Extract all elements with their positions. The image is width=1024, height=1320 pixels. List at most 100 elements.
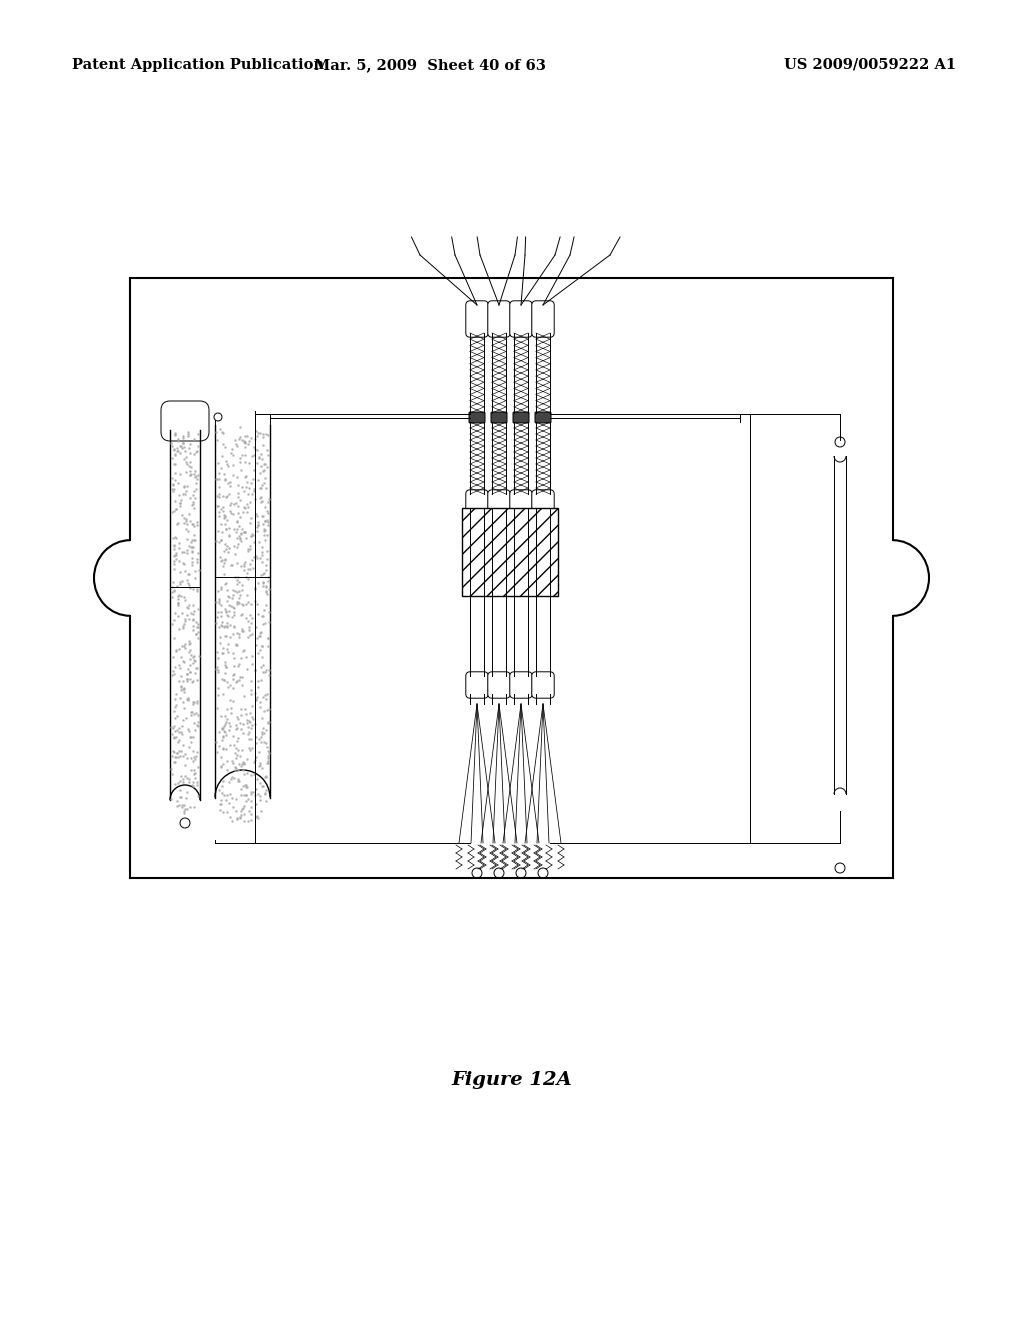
- Point: [221, 792, 238, 813]
- Point: [223, 587, 240, 609]
- Point: [225, 602, 242, 623]
- Point: [227, 581, 244, 602]
- Point: [186, 524, 203, 545]
- Point: [259, 425, 275, 446]
- Point: [184, 610, 201, 631]
- Point: [164, 614, 180, 635]
- Point: [208, 422, 224, 444]
- Point: [217, 572, 233, 593]
- Point: [253, 756, 269, 777]
- Point: [221, 807, 238, 828]
- Point: [253, 726, 269, 747]
- Point: [219, 615, 236, 636]
- Point: [174, 735, 190, 756]
- Point: [181, 536, 198, 557]
- Point: [248, 545, 264, 566]
- FancyBboxPatch shape: [531, 301, 554, 337]
- Point: [165, 647, 181, 668]
- Point: [176, 651, 193, 672]
- Point: [208, 612, 224, 634]
- Point: [167, 445, 183, 466]
- Point: [221, 537, 238, 558]
- Point: [247, 682, 263, 704]
- Point: [175, 483, 191, 504]
- Point: [219, 510, 236, 531]
- Point: [166, 479, 182, 500]
- Point: [249, 520, 265, 541]
- Point: [169, 441, 185, 462]
- Point: [234, 620, 251, 642]
- Point: [219, 616, 236, 638]
- Point: [168, 544, 184, 565]
- Point: [209, 742, 225, 763]
- Point: [232, 605, 249, 626]
- Point: [251, 446, 267, 467]
- Point: [186, 529, 203, 550]
- Point: [220, 719, 237, 741]
- Point: [171, 585, 187, 606]
- Point: [171, 729, 187, 750]
- Point: [221, 594, 238, 615]
- Point: [236, 760, 252, 781]
- Point: [210, 601, 226, 622]
- Point: [179, 528, 196, 549]
- Point: [208, 731, 224, 752]
- Point: [210, 453, 226, 474]
- Point: [255, 686, 271, 708]
- Point: [181, 797, 198, 818]
- Point: [182, 668, 199, 689]
- Point: [236, 556, 252, 577]
- Point: [178, 669, 195, 690]
- Point: [233, 445, 250, 466]
- Point: [184, 741, 201, 762]
- Point: [258, 576, 274, 597]
- Point: [169, 731, 185, 752]
- Point: [225, 445, 242, 466]
- Point: [179, 689, 196, 710]
- Point: [244, 696, 260, 717]
- Point: [236, 521, 252, 543]
- Point: [229, 706, 246, 727]
- Point: [176, 678, 193, 700]
- Point: [190, 560, 207, 581]
- Point: [218, 601, 234, 622]
- Point: [234, 502, 251, 523]
- Point: [164, 467, 180, 488]
- Point: [246, 546, 262, 568]
- Point: [239, 762, 255, 783]
- Point: [178, 480, 195, 502]
- Point: [252, 754, 268, 775]
- Point: [169, 513, 185, 535]
- Point: [169, 576, 185, 597]
- Point: [255, 426, 271, 447]
- Point: [257, 511, 273, 532]
- Point: [185, 776, 202, 797]
- Point: [171, 671, 187, 692]
- Point: [189, 616, 206, 638]
- Point: [250, 573, 266, 594]
- Point: [232, 556, 249, 577]
- Point: [247, 578, 263, 599]
- Point: [168, 640, 184, 661]
- Point: [237, 685, 253, 706]
- Point: [164, 744, 180, 766]
- Point: [223, 766, 240, 787]
- Point: [216, 669, 232, 690]
- Point: [248, 747, 264, 768]
- Point: [214, 717, 230, 738]
- Point: [184, 491, 201, 512]
- Point: [210, 660, 226, 681]
- Point: [213, 789, 229, 810]
- Point: [239, 471, 255, 492]
- Point: [232, 459, 249, 480]
- Point: [249, 548, 265, 569]
- Point: [260, 751, 276, 772]
- Point: [237, 795, 253, 816]
- Point: [221, 586, 238, 607]
- Point: [213, 576, 229, 597]
- Point: [229, 573, 246, 594]
- Point: [257, 576, 273, 597]
- Point: [176, 437, 193, 458]
- Point: [167, 603, 183, 624]
- Point: [166, 545, 182, 566]
